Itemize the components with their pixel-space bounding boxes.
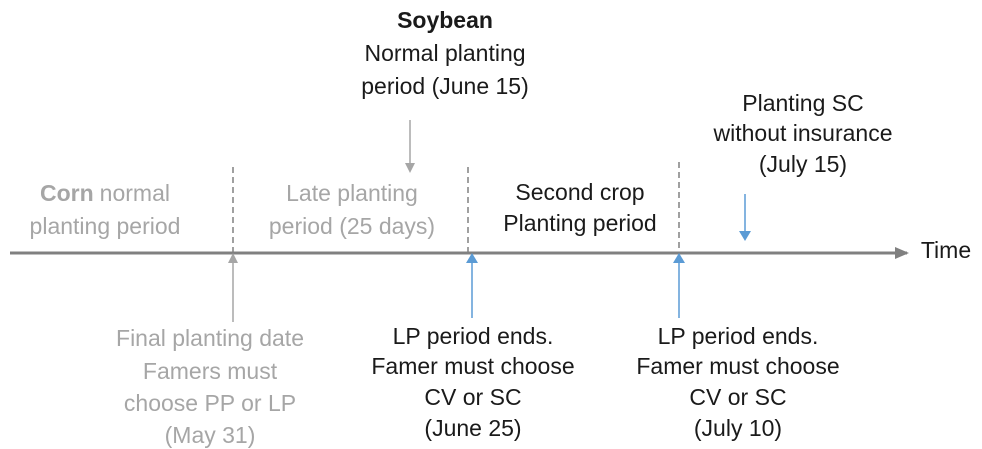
lp-end-line: Famer must choose [371,353,574,379]
planting-sc-line: without insurance [713,120,893,146]
final-planting-line: Final planting date [116,325,304,351]
corn-line: planting period [30,213,181,239]
corn-title: Corn [40,180,94,206]
lp-end-line: CV or SC [424,384,521,410]
planting-sc-line: (July 15) [759,151,847,177]
soybean-line: period (June 15) [361,73,529,99]
corn-line: normal [100,180,170,206]
final-planting-line: (May 31) [165,422,256,448]
planting-sc-line: Planting SC [742,90,863,116]
lp-end-line: Famer must choose [636,353,839,379]
lp-end-line: (July 10) [694,415,782,441]
corn-label: Corn normal [40,180,170,206]
final-planting-line: choose PP or LP [124,390,296,416]
axis-label: Time [921,237,971,263]
soybean-title: Soybean [397,7,493,33]
soybean-line: Normal planting [364,40,525,66]
lp-end-line: CV or SC [689,384,786,410]
lp-end-line: LP period ends. [658,323,819,349]
lp-end-line: (June 25) [424,415,521,441]
late-planting-line: period (25 days) [269,213,435,239]
second-crop-line: Planting period [503,210,656,236]
lp-end-line: LP period ends. [393,323,554,349]
second-crop-line: Second crop [515,179,644,205]
final-planting-line: Famers must [143,358,278,384]
late-planting-line: Late planting [286,180,418,206]
